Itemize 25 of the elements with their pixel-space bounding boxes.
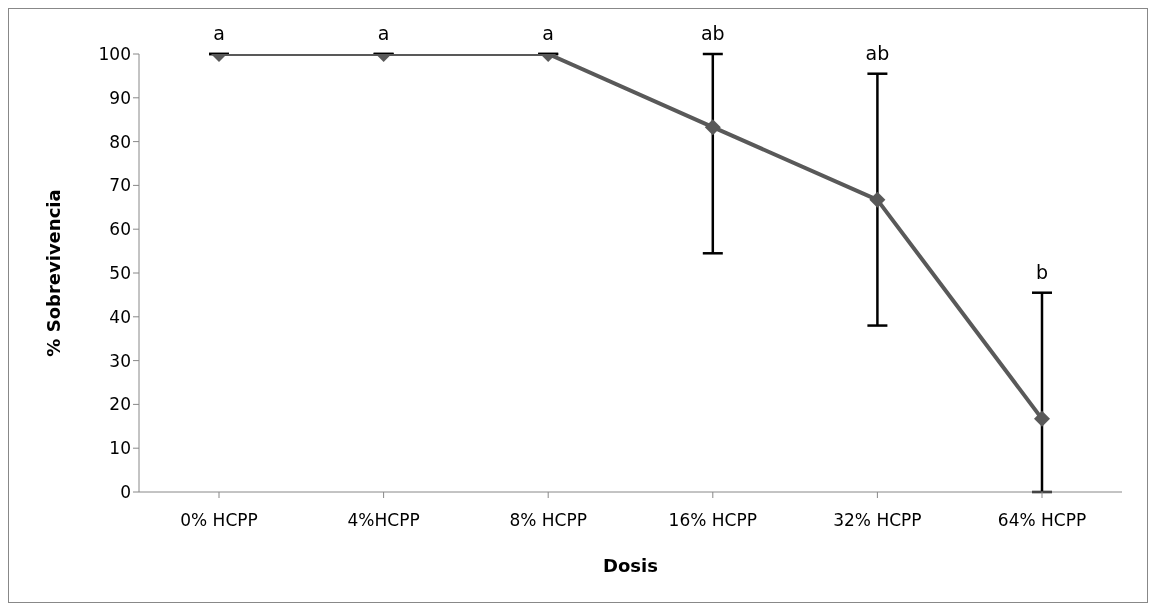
annotation: a <box>377 22 390 44</box>
x-tick-label: 64% HCPP <box>997 510 1087 531</box>
x-tick-label: 32% HCPP <box>833 510 922 531</box>
x-tick-label: 4%HCPP <box>347 510 420 531</box>
y-tick-label: 0 <box>120 482 131 503</box>
y-tick-label: 50 <box>109 263 131 284</box>
y-tick-label: 60 <box>109 219 131 240</box>
y-tick-label: 90 <box>109 87 131 108</box>
x-tick-label: 16% HCPP <box>668 510 757 531</box>
y-tick-label: 40 <box>109 306 131 327</box>
x-tick-label: 0% HCPP <box>180 510 258 531</box>
annotation: a <box>542 22 555 44</box>
y-tick-label: 80 <box>109 131 131 152</box>
annotation: ab <box>700 22 725 44</box>
y-tick-label: 30 <box>109 350 131 371</box>
x-tick-label: 8% HCPP <box>509 510 587 531</box>
y-tick-label: 10 <box>109 438 131 459</box>
y-tick-label: 20 <box>109 394 131 415</box>
annotation: b <box>1035 260 1049 283</box>
y-tick-label: 100 <box>98 44 131 65</box>
x-axis-title: Dosis <box>603 555 658 576</box>
annotation: a <box>213 22 225 44</box>
y-tick-label: 70 <box>109 175 131 196</box>
annotation: ab <box>865 41 890 64</box>
y-axis-title: % Sobrevivencia <box>43 189 65 357</box>
